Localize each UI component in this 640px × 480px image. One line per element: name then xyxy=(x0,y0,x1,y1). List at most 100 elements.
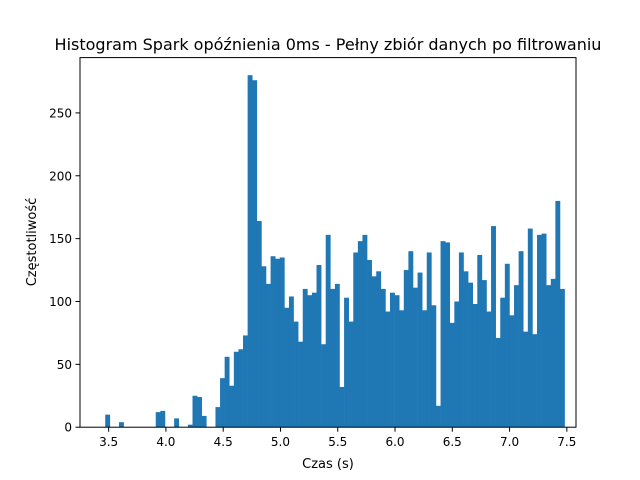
histogram-bar xyxy=(215,407,221,428)
histogram-bar xyxy=(229,385,235,428)
histogram-bar xyxy=(445,242,451,428)
histogram-bar xyxy=(463,271,469,428)
histogram-bar xyxy=(509,315,515,428)
histogram-bar xyxy=(527,228,533,428)
histogram-bar xyxy=(367,260,372,428)
histogram-bars xyxy=(105,75,565,428)
histogram-bar xyxy=(371,276,377,428)
histogram-bar xyxy=(105,414,111,428)
histogram-bar xyxy=(399,310,405,428)
histogram-bar xyxy=(298,341,304,428)
histogram-bar xyxy=(403,270,409,428)
histogram-bar xyxy=(537,234,542,428)
histogram-bar xyxy=(362,234,368,428)
histogram-bar xyxy=(261,266,267,428)
histogram-bar xyxy=(302,288,308,428)
histogram-bar xyxy=(357,241,363,428)
histogram-bar xyxy=(472,304,478,428)
histogram-bar xyxy=(275,258,281,428)
histogram-bar xyxy=(252,80,258,428)
histogram-bar xyxy=(555,200,561,428)
histogram-bar xyxy=(284,307,290,428)
histogram-bar xyxy=(220,378,225,428)
histogram-bar xyxy=(334,283,340,428)
histogram-bar xyxy=(481,280,487,428)
histogram-bar xyxy=(486,311,492,428)
y-axis-label: Częstotliwość xyxy=(25,198,40,287)
histogram-bar xyxy=(187,424,193,428)
histogram-bar xyxy=(119,422,124,428)
x-tick-label: 6.0 xyxy=(385,435,404,449)
histogram-bar xyxy=(325,234,331,428)
histogram-bar xyxy=(468,282,473,428)
histogram-bar xyxy=(477,254,483,428)
histogram-bar xyxy=(316,265,322,428)
histogram-bar xyxy=(380,288,386,428)
histogram-bar xyxy=(192,395,198,428)
histogram-bar xyxy=(495,337,501,428)
histogram-bar xyxy=(270,256,276,428)
histogram-bar xyxy=(491,226,496,428)
x-axis-label: Czas (s) xyxy=(302,457,354,472)
histogram-bar xyxy=(348,321,354,428)
histogram-bar xyxy=(243,335,248,428)
histogram-bar xyxy=(385,311,391,428)
histogram-bar xyxy=(422,310,428,428)
y-tick-label: 100 xyxy=(49,295,72,309)
histogram-bar xyxy=(559,288,565,428)
histogram-bar xyxy=(426,252,432,428)
histogram-bar xyxy=(417,272,423,428)
histogram-bar xyxy=(265,283,271,428)
x-tick-label: 3.5 xyxy=(99,435,118,449)
histogram-bar xyxy=(288,296,294,428)
x-tick-label: 7.5 xyxy=(557,435,576,449)
histogram-bar xyxy=(174,418,180,428)
histogram-bar xyxy=(247,75,253,428)
y-axis-ticks: 0 50 100 150 200 250 xyxy=(49,106,80,435)
chart-title: Histogram Spark opóźnienia 0ms - Pełny z… xyxy=(55,35,602,54)
histogram-bar xyxy=(546,285,552,428)
histogram-bar xyxy=(449,322,455,428)
histogram-bar xyxy=(339,386,345,428)
histogram-bar xyxy=(454,301,460,428)
histogram-bar xyxy=(550,278,556,428)
histogram-bar xyxy=(514,285,519,428)
histogram-bar xyxy=(353,252,359,428)
histogram-bar xyxy=(412,287,418,428)
histogram-bar xyxy=(532,334,538,428)
histogram-bar xyxy=(541,233,547,428)
histogram-bar xyxy=(523,331,529,428)
histogram-bar xyxy=(321,344,327,428)
histogram-bar xyxy=(201,415,207,428)
y-tick-label: 150 xyxy=(49,232,72,246)
x-axis-ticks: 3.5 4.0 4.5 5.0 5.5 6.0 6.5 7.0 7.5 xyxy=(99,427,576,449)
y-tick-label: 0 xyxy=(64,421,72,435)
histogram-bar xyxy=(238,349,244,428)
x-tick-label: 5.0 xyxy=(271,435,290,449)
histogram-bar xyxy=(279,257,285,428)
histogram-bar xyxy=(390,292,395,428)
y-tick-label: 250 xyxy=(49,106,72,120)
histogram-bar xyxy=(330,288,336,428)
histogram-bar xyxy=(256,221,262,428)
histogram-bar xyxy=(293,321,299,428)
x-tick-label: 6.5 xyxy=(443,435,462,449)
x-tick-label: 7.0 xyxy=(500,435,519,449)
histogram-bar xyxy=(233,351,239,428)
x-tick-label: 5.5 xyxy=(328,435,347,449)
histogram-bar xyxy=(431,305,437,428)
histogram-bar xyxy=(500,297,506,428)
histogram-bar xyxy=(518,251,524,428)
plot-frame xyxy=(79,57,577,428)
histogram-bar xyxy=(435,405,441,428)
histogram-bar xyxy=(224,356,230,428)
histogram-bar xyxy=(197,397,202,428)
histogram-bar xyxy=(311,292,317,428)
x-tick-label: 4.5 xyxy=(214,435,233,449)
histogram-bar xyxy=(408,251,414,428)
x-tick-label: 4.0 xyxy=(156,435,175,449)
histogram-bar xyxy=(458,252,464,428)
y-tick-label: 50 xyxy=(57,358,72,372)
histogram-bar xyxy=(504,263,510,428)
